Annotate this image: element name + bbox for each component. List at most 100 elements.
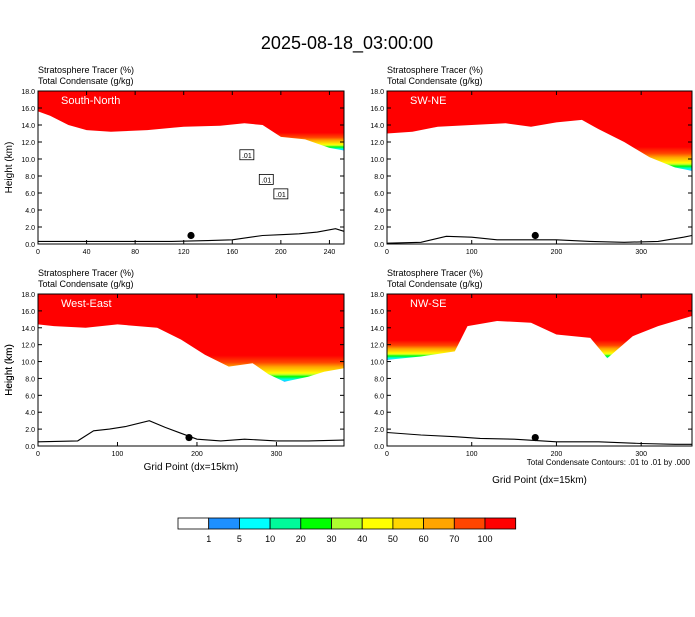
- x-tick-label: 300: [271, 451, 283, 458]
- colorbar-label: 100: [477, 534, 492, 544]
- chart-panel: Stratosphere Tracer (%)Total Condensate …: [4, 65, 345, 256]
- x-tick-label: 300: [635, 451, 647, 458]
- y-tick-label: 8.0: [25, 174, 35, 181]
- panel-header-line2: Total Condensate (g/kg): [387, 279, 483, 289]
- colorbar-label: 50: [388, 534, 398, 544]
- x-axis-label: Grid Point (dx=15km): [144, 462, 239, 473]
- panel-label: SW-NE: [410, 95, 446, 107]
- y-tick-label: 2.0: [374, 225, 384, 232]
- y-tick-label: 0.0: [25, 242, 35, 249]
- topography-line: [38, 228, 345, 242]
- colorbar-label: 10: [265, 534, 275, 544]
- x-tick-label: 200: [551, 451, 563, 458]
- y-tick-label: 18.0: [21, 292, 35, 299]
- tracer-field: [38, 294, 344, 382]
- y-axis-label: Height (km): [4, 344, 15, 396]
- y-tick-label: 4.0: [374, 208, 384, 215]
- panel-header-line1: Stratosphere Tracer (%): [387, 65, 483, 75]
- x-tick-label: 0: [385, 451, 389, 458]
- y-tick-label: 8.0: [374, 174, 384, 181]
- location-marker: [531, 433, 539, 442]
- panel-header-line2: Total Condensate (g/kg): [387, 76, 483, 86]
- y-tick-label: 14.0: [370, 123, 384, 130]
- topography-line: [37, 420, 345, 443]
- y-axis-label: Height (km): [4, 344, 15, 396]
- contour-label: .01: [261, 177, 271, 184]
- colorbar-box: [208, 517, 240, 530]
- y-tick-label: 16.0: [21, 106, 35, 113]
- colorbar-label: 5: [237, 534, 242, 544]
- colorbar-box: [392, 517, 424, 530]
- y-tick-label: 2.0: [25, 225, 35, 232]
- x-tick-label: 200: [551, 249, 563, 256]
- colorbar-label: 60: [419, 534, 429, 544]
- panel-header-line1: Stratosphere Tracer (%): [38, 65, 134, 75]
- y-tick-label: 12.0: [21, 140, 35, 147]
- y-tick-label: 6.0: [374, 393, 384, 400]
- location-marker: [531, 231, 539, 240]
- contour-label-box: [258, 173, 274, 185]
- chart-panel: Stratosphere Tracer (%)Total Condensate …: [370, 65, 693, 256]
- panel-label: NW-SE: [410, 298, 446, 310]
- x-tick-label: 80: [131, 249, 139, 256]
- topography-line: [386, 234, 693, 244]
- plot-frame: [386, 293, 693, 447]
- x-tick-label: 300: [635, 249, 647, 256]
- footnote: Total Condensate Contours: .01 to .01 by…: [527, 458, 691, 467]
- tracer-field: [387, 91, 692, 171]
- y-tick-label: 4.0: [25, 410, 35, 417]
- colorbar-label: 70: [449, 534, 459, 544]
- y-tick-label: 16.0: [370, 309, 384, 316]
- x-tick-label: 0: [36, 451, 40, 458]
- y-tick-label: 12.0: [370, 343, 384, 350]
- location-marker: [187, 231, 195, 240]
- colorbar: 1 5 10 20 30 40 50 60 70 100: [177, 517, 517, 544]
- x-tick-label: 100: [466, 451, 478, 458]
- y-tick-label: 6.0: [25, 393, 35, 400]
- y-tick-label: 6.0: [25, 191, 35, 198]
- y-tick-label: 18.0: [21, 89, 35, 96]
- colorbar-label: 40: [357, 534, 367, 544]
- plot-frame: [37, 90, 345, 245]
- colorbar-label: 20: [296, 534, 306, 544]
- colorbar-box: [300, 517, 332, 530]
- panel-label: South-North: [61, 95, 120, 107]
- contour-label-box: [273, 188, 289, 200]
- x-tick-label: 240: [324, 249, 336, 256]
- y-tick-label: 14.0: [21, 326, 35, 333]
- y-tick-label: 10.0: [370, 360, 384, 367]
- colorbar-box: [453, 517, 486, 530]
- y-tick-label: 18.0: [370, 89, 384, 96]
- colorbar-box: [423, 517, 455, 530]
- colorbar-box: [484, 517, 517, 530]
- y-tick-label: 14.0: [21, 123, 35, 130]
- x-tick-label: 40: [83, 249, 91, 256]
- contour-label-box: [239, 149, 255, 161]
- colorbar-box: [361, 517, 394, 530]
- figure-title: 2025-08-18_03:00:00: [261, 33, 433, 54]
- y-axis-label: Height (km): [4, 142, 15, 194]
- y-tick-label: 8.0: [374, 376, 384, 383]
- panel-header-line2: Total Condensate (g/kg): [38, 76, 134, 86]
- y-tick-label: 2.0: [25, 427, 35, 434]
- plot-frame: [37, 293, 345, 447]
- x-tick-label: 100: [466, 249, 478, 256]
- y-tick-label: 0.0: [374, 444, 384, 451]
- y-tick-label: 12.0: [370, 140, 384, 147]
- contour-label: .01: [242, 153, 252, 160]
- y-tick-label: 14.0: [370, 326, 384, 333]
- colorbar-box: [331, 517, 363, 530]
- tracer-field: [387, 294, 692, 360]
- y-tick-label: 16.0: [21, 309, 35, 316]
- tracer-field: [38, 91, 344, 151]
- y-tick-label: 4.0: [25, 208, 35, 215]
- panel-header-line2: Total Condensate (g/kg): [38, 279, 134, 289]
- colorbar-label: 30: [326, 534, 336, 544]
- y-tick-label: 18.0: [370, 292, 384, 299]
- panel-label: West-East: [61, 298, 112, 310]
- panels: Stratosphere Tracer (%)Total Condensate …: [4, 65, 693, 486]
- x-tick-label: 120: [178, 249, 190, 256]
- colorbar-box: [238, 517, 271, 530]
- x-tick-label: 160: [226, 249, 238, 256]
